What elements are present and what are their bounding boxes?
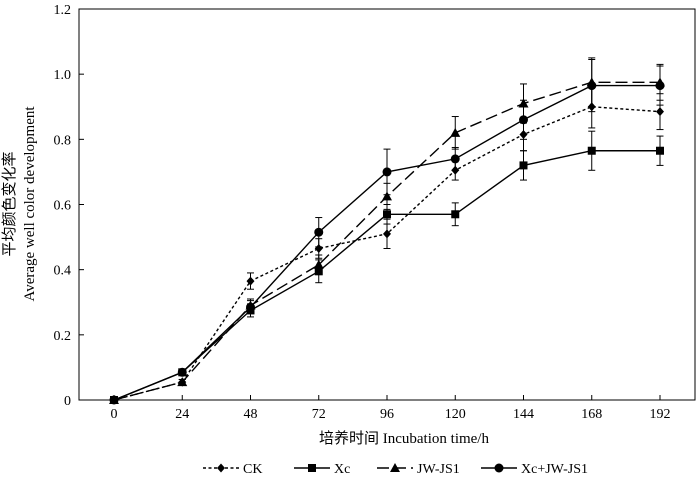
y-tick-label: 0.4 <box>54 264 72 279</box>
data-point <box>246 276 255 286</box>
data-point <box>383 210 391 219</box>
data-point <box>587 81 597 91</box>
data-point <box>314 227 324 237</box>
y-tick-label: 0.8 <box>54 133 72 148</box>
data-point <box>450 154 460 164</box>
data-point <box>382 191 392 201</box>
y-axis-title-chinese: 平均颜色变化率 <box>1 151 18 256</box>
y-axis-title-english: Average well color development <box>22 106 38 302</box>
data-point <box>246 302 255 312</box>
x-tick-label: 72 <box>312 407 326 422</box>
y-tick-label: 0.2 <box>54 329 72 344</box>
legend-marker <box>217 463 225 473</box>
x-tick-label: 0 <box>111 407 118 422</box>
data-point <box>314 243 323 253</box>
x-tick-label: 48 <box>244 407 258 422</box>
x-tick-label: 144 <box>513 407 534 422</box>
legend-item-jw-js1: JW-JS1 <box>377 462 460 477</box>
data-point <box>313 259 324 269</box>
y-tick-label: 0.6 <box>54 199 72 214</box>
x-tick-label: 192 <box>650 407 671 422</box>
series-xc-jw-js1 <box>109 59 665 405</box>
data-point <box>382 167 392 177</box>
data-point <box>655 81 665 91</box>
legend-marker <box>494 463 504 473</box>
data-point <box>656 107 664 117</box>
data-point <box>177 377 188 387</box>
legend-label: CK <box>243 462 262 477</box>
x-tick-label: 120 <box>445 407 466 422</box>
data-point <box>587 146 596 155</box>
y-tick-label: 1.2 <box>54 3 72 18</box>
data-point <box>383 229 391 239</box>
legend-item-ck: CK <box>203 462 262 477</box>
data-point <box>109 395 119 405</box>
tick-marks: 0 0.2 0.4 0.6 0.8 1.0 1.2 0 24 48 72 96 120 144 168 192 <box>54 3 671 422</box>
data-point <box>177 367 187 377</box>
y-tick-label: 0 <box>64 394 71 409</box>
legend-label: JW-JS1 <box>417 462 460 477</box>
x-axis-title: 培养时间 Incubation time/h <box>319 430 489 447</box>
legend-item-xc-jw-js1: Xc+JW-JS1 <box>481 462 588 477</box>
legend-marker <box>390 463 400 472</box>
x-tick-label: 168 <box>581 407 602 422</box>
legend-item-xc: Xc <box>294 462 350 477</box>
data-point <box>450 127 461 137</box>
data-point <box>656 146 664 155</box>
data-point <box>451 210 460 219</box>
y-tick-label: 1.0 <box>54 68 72 83</box>
x-tick-label: 96 <box>380 407 394 422</box>
legend-label: Xc <box>334 462 350 477</box>
data-point <box>519 161 528 170</box>
legend-marker <box>308 464 316 472</box>
legend-label: Xc+JW-JS1 <box>521 462 588 477</box>
series-ck <box>110 85 664 405</box>
legend: CK Xc JW-JS1 Xc+JW-JS1 <box>203 462 588 477</box>
series-layer <box>109 57 665 405</box>
data-point <box>519 115 528 125</box>
x-tick-label: 24 <box>175 407 189 422</box>
